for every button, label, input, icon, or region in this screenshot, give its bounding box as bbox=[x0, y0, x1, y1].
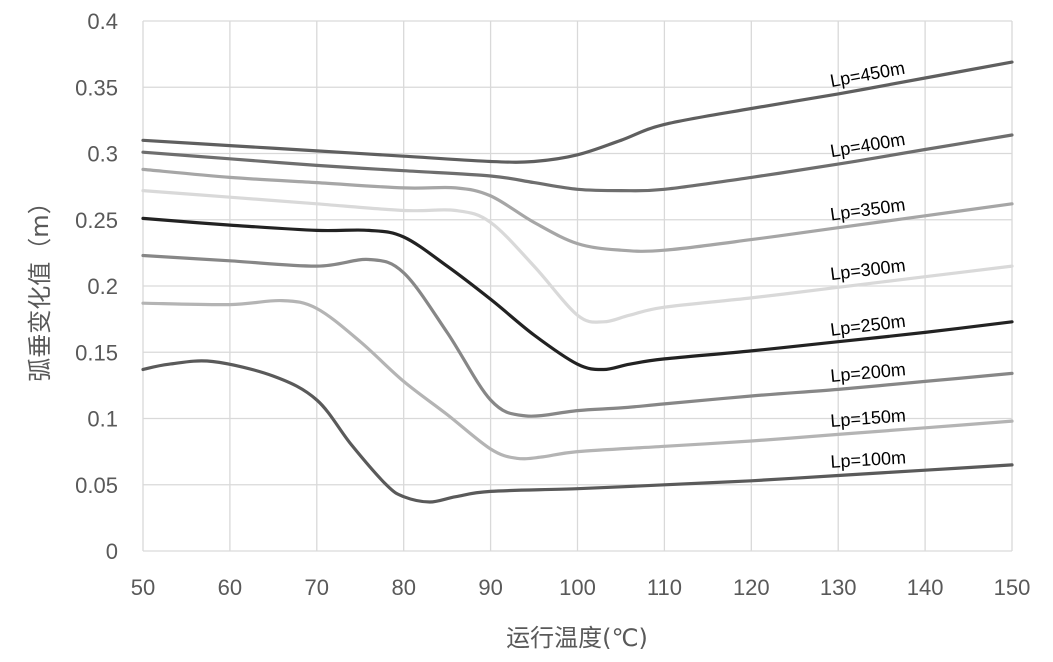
series-line-lp-350m bbox=[141, 167, 1014, 253]
y-tick-label: 0.4 bbox=[87, 9, 118, 34]
x-tick-label: 90 bbox=[478, 575, 502, 600]
y-tick-label: 0.2 bbox=[87, 274, 118, 299]
y-tick-label: 0.15 bbox=[75, 340, 118, 365]
x-tick-label: 60 bbox=[218, 575, 242, 600]
series-line-lp-200m bbox=[141, 253, 1014, 418]
x-tick-label: 120 bbox=[733, 575, 770, 600]
y-tick-label: 0.35 bbox=[75, 75, 118, 100]
series-line-lp-250m bbox=[141, 216, 1014, 372]
series-label: Lp=450m bbox=[829, 58, 907, 91]
y-tick-label: 0 bbox=[106, 539, 118, 564]
x-tick-label: 70 bbox=[305, 575, 329, 600]
series-label: Lp=100m bbox=[830, 447, 907, 472]
series-label: Lp=400m bbox=[829, 129, 907, 161]
y-axis-ticks: 0 0.05 0.1 0.15 0.2 0.25 0.3 0.35 0.4 bbox=[75, 9, 118, 564]
y-tick-label: 0.1 bbox=[87, 407, 118, 432]
x-tick-label: 80 bbox=[391, 575, 415, 600]
y-axis-title: 弧垂变化值（m） bbox=[26, 190, 54, 381]
x-tick-label: 140 bbox=[907, 575, 944, 600]
x-tick-label: 100 bbox=[559, 575, 596, 600]
series-label: Lp=150m bbox=[830, 405, 907, 431]
series-lines bbox=[141, 60, 1014, 504]
x-tick-label: 130 bbox=[820, 575, 857, 600]
y-tick-label: 0.3 bbox=[87, 142, 118, 167]
series-line-lp-300m bbox=[141, 189, 1014, 324]
series-line-lp-400m bbox=[141, 133, 1014, 193]
x-axis-ticks: 50 60 70 80 90 100 110 120 130 140 150 bbox=[131, 575, 1031, 600]
series-line-lp-150m bbox=[141, 298, 1014, 461]
series-label: Lp=200m bbox=[830, 359, 907, 386]
x-tick-label: 110 bbox=[647, 575, 682, 600]
y-tick-label: 0.25 bbox=[75, 208, 118, 233]
x-axis-title: 运行温度(℃) bbox=[506, 624, 648, 652]
series-line-lp-100m bbox=[141, 359, 1014, 504]
y-tick-label: 0.05 bbox=[75, 473, 118, 498]
series-line-lp-450m bbox=[141, 60, 1014, 164]
x-tick-label: 50 bbox=[131, 575, 155, 600]
series-labels: Lp=450mLp=400mLp=350mLp=300mLp=250mLp=20… bbox=[829, 58, 907, 472]
x-tick-label: 150 bbox=[994, 575, 1031, 600]
